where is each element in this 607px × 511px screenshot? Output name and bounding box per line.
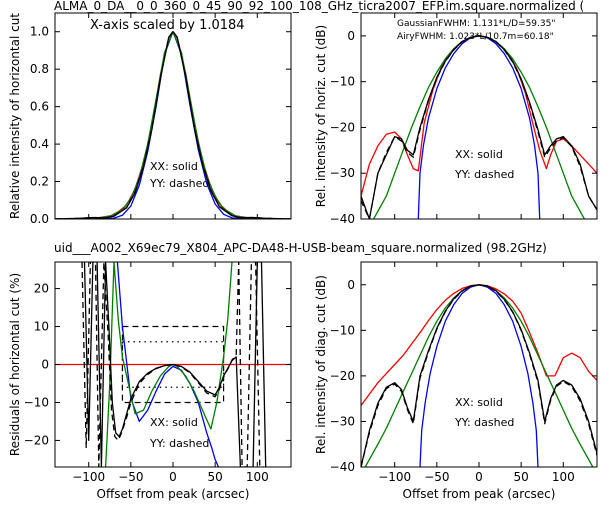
panel-tr: −40 −30 −20 −10 0 Rel. intensity of horiz. cu… (314, 12, 598, 226)
series-line-3 (361, 284, 597, 467)
y-axis-label: Rel. intensity of diag. cut (dB) (314, 275, 328, 454)
y-tick-label: 0 (41, 358, 49, 372)
panel-tl: 0.0 0.2 0.4 0.6 0.8 1.0 Relative intensity of … (8, 12, 292, 226)
x-tick-label: −50 (118, 470, 143, 484)
series-line-0 (55, 31, 291, 219)
series-line-3 (55, 31, 291, 219)
x-axis-label: Offset from peak (arcsec) (97, 487, 250, 501)
y-tick-label: −30 (330, 414, 355, 428)
fwhm-note: GaussianFWHM: 1.131*L/D=59.35" (397, 19, 555, 29)
legend-text: YY: dashed (454, 416, 514, 429)
legend-text: XX: solid (455, 396, 503, 409)
y-tick-label: 0.2 (30, 175, 49, 189)
series-line-2 (373, 35, 585, 219)
series-line-2 (104, 262, 233, 467)
axes-frame (360, 12, 598, 220)
y-tick-label: 10 (34, 320, 49, 334)
x-tick-label: 0 (169, 470, 177, 484)
series-line-0 (361, 284, 597, 406)
plot-area (55, 262, 291, 467)
plot-area (361, 284, 597, 467)
series-line-4 (361, 35, 597, 219)
scale-annotation: X-axis scaled by 1.0184 (90, 18, 245, 33)
x-tick-label: 100 (552, 470, 575, 484)
y-tick-label: −20 (330, 120, 355, 134)
series-line-1 (417, 35, 541, 219)
y-axis-label: Relative intensity of horizontal cut (8, 13, 22, 219)
series-line-3 (361, 35, 597, 219)
y-tick-label: 0 (347, 278, 355, 292)
y-tick-label: −40 (330, 212, 355, 226)
y-axis-label: Residuals of horizontal cut (%) (8, 273, 22, 456)
y-tick-label: −20 (24, 433, 49, 447)
legend-text: XX: solid (150, 416, 198, 429)
y-tick-label: 0.0 (30, 212, 49, 226)
axes-frame (360, 261, 598, 468)
y-tick-label: 0.4 (30, 137, 49, 151)
series-line-4 (81, 262, 264, 467)
x-tick-label: 0 (475, 470, 483, 484)
y-tick-label: 0 (347, 29, 355, 43)
plot-area (361, 35, 597, 219)
legend-text: YY: dashed (149, 177, 209, 190)
series-line-3 (83, 262, 267, 467)
y-tick-label: 0.8 (30, 62, 49, 76)
x-tick-label: −100 (378, 470, 411, 484)
figure-subtitle: uid___A002_X69ec79_X804_APC-DA48-H-USB-b… (54, 241, 547, 255)
y-tick-label: −20 (330, 369, 355, 383)
legend-text: XX: solid (150, 160, 198, 173)
y-tick-label: 1.0 (30, 25, 49, 39)
y-tick-label: −10 (24, 395, 49, 409)
legend-text: YY: dashed (149, 437, 209, 450)
x-tick-label: 50 (208, 470, 223, 484)
chart-panels: 0.0 0.2 0.4 0.6 0.8 1.0 Relative intensity of … (8, 12, 598, 501)
plot-area (55, 31, 291, 219)
x-tick-label: 100 (246, 470, 269, 484)
series-line-2 (364, 284, 594, 467)
series-line-4 (361, 284, 597, 467)
series-line-2 (55, 31, 291, 219)
series-line-4 (55, 31, 291, 219)
tolerance-box-dashed (121, 325, 225, 404)
y-axis-label: Rel. intensity of horiz. cut (dB) (314, 25, 328, 207)
x-axis-label: Offset from peak (arcsec) (403, 487, 556, 501)
y-tick-label: 0.6 (30, 100, 49, 114)
y-tick-label: −10 (330, 323, 355, 337)
y-tick-label: −40 (330, 460, 355, 474)
fwhm-note: AiryFWHM: 1.023*L/10.7m=60.18" (397, 32, 554, 42)
legend-text: XX: solid (455, 148, 503, 161)
series-line-1 (55, 31, 291, 219)
x-tick-label: 50 (514, 470, 529, 484)
legend-text: YY: dashed (454, 168, 514, 181)
y-tick-label: −30 (330, 166, 355, 180)
figure-title: ALMA_0_DA__0_0_360_0_45_90_92_100_108_GH… (54, 0, 584, 13)
y-tick-label: 20 (34, 282, 49, 296)
x-tick-label: −100 (72, 470, 105, 484)
y-tick-label: −10 (330, 75, 355, 89)
x-tick-label: −50 (424, 470, 449, 484)
